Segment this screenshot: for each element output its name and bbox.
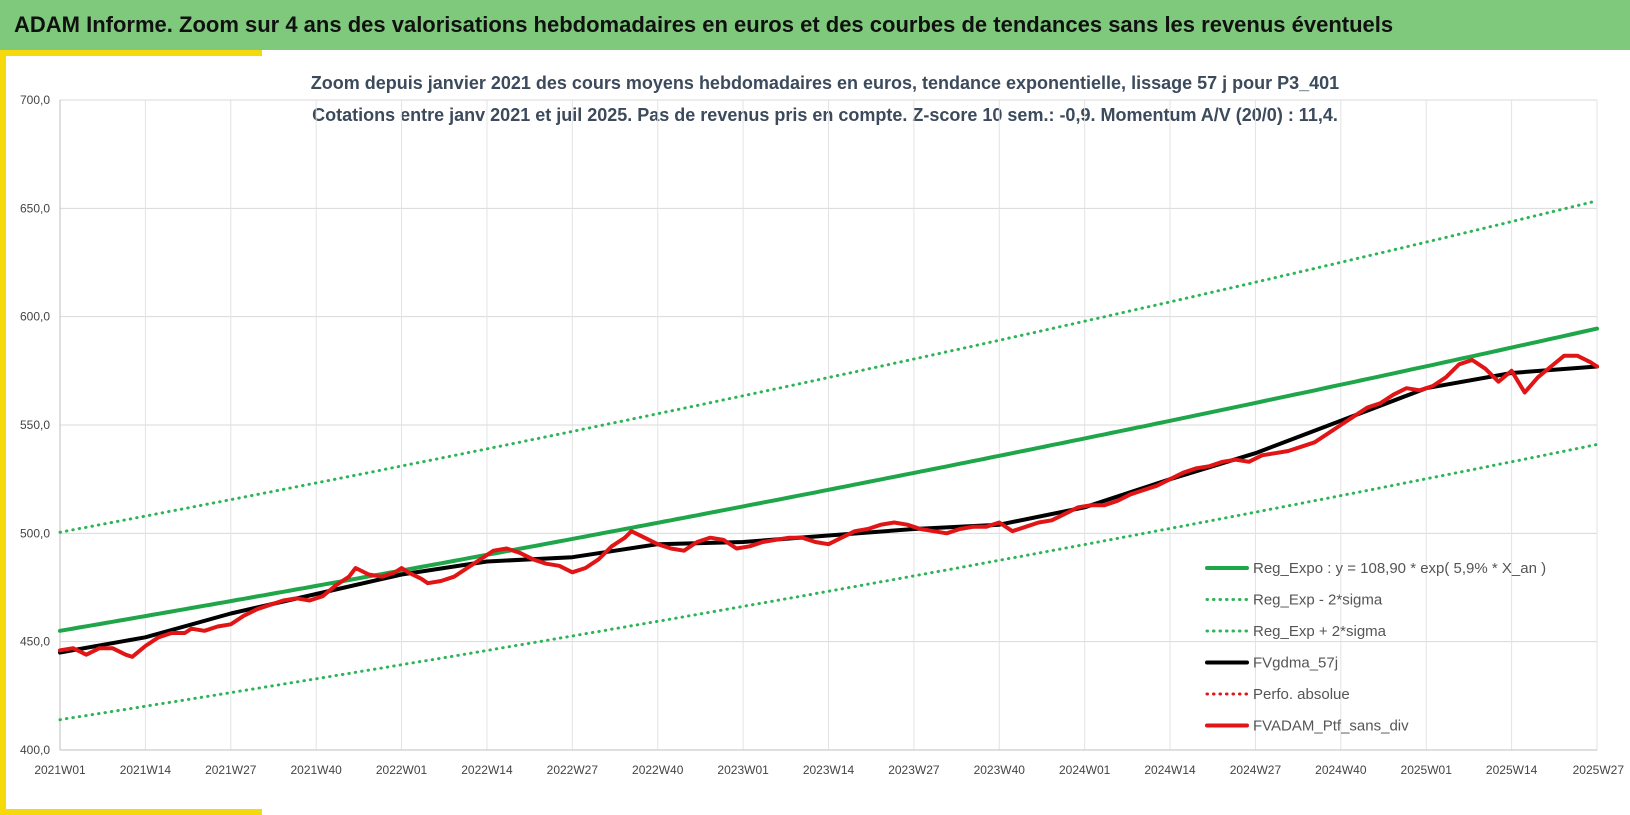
lower-band-line — [58, 443, 1599, 722]
y-axis: 400,0 450,0 500,0 550,0 600,0 650,0 700,0 — [20, 93, 50, 757]
x-tick-label: 2023W01 — [717, 763, 769, 777]
legend-label: Perfo. absolue — [1253, 686, 1350, 703]
chart-series — [58, 199, 1599, 722]
accent-bar-left — [0, 50, 6, 815]
accent-bar-top — [0, 50, 262, 56]
x-tick-label: 2023W27 — [888, 763, 940, 777]
chart-title-line1: Zoom depuis janvier 2021 des cours moyen… — [311, 73, 1339, 93]
trend-line — [58, 326, 1599, 633]
y-tick-label: 650,0 — [20, 201, 50, 215]
legend-label: Reg_Exp + 2*sigma — [1253, 623, 1387, 640]
x-axis: 2021W01 2021W14 2021W27 2021W40 2022W01 2022W… — [34, 763, 1624, 777]
y-tick-label: 500,0 — [20, 526, 50, 540]
x-tick-label: 2024W27 — [1230, 763, 1282, 777]
x-tick-label: 2021W01 — [34, 763, 86, 777]
x-tick-label: 2021W40 — [290, 763, 342, 777]
x-tick-label: 2023W40 — [974, 763, 1026, 777]
x-tick-label: 2023W14 — [803, 763, 855, 777]
x-tick-label: 2024W40 — [1315, 763, 1367, 777]
legend-label: Reg_Expo : y = 108,90 * exp( 5,9% * X_an… — [1253, 560, 1546, 577]
moving-average-line — [58, 364, 1599, 655]
x-tick-label: 2024W01 — [1059, 763, 1111, 777]
x-tick-label: 2022W40 — [632, 763, 684, 777]
y-tick-label: 700,0 — [20, 93, 50, 107]
x-tick-label: 2025W01 — [1401, 763, 1453, 777]
portfolio-line — [58, 353, 1599, 659]
legend-label: Reg_Exp - 2*sigma — [1253, 592, 1383, 609]
legend-label: FVgdma_57j — [1253, 655, 1338, 672]
x-tick-label: 2022W01 — [376, 763, 428, 777]
legend-label: FVADAM_Ptf_sans_div — [1253, 718, 1409, 735]
x-tick-label: 2021W14 — [120, 763, 172, 777]
accent-bar-bottom — [0, 809, 262, 815]
header-banner: ADAM Informe. Zoom sur 4 ans des valoris… — [0, 0, 1630, 50]
x-tick-label: 2025W14 — [1486, 763, 1538, 777]
y-tick-label: 600,0 — [20, 310, 50, 324]
y-tick-label: 400,0 — [20, 743, 50, 757]
x-tick-label: 2021W27 — [205, 763, 257, 777]
y-tick-label: 450,0 — [20, 635, 50, 649]
x-tick-label: 2024W14 — [1144, 763, 1196, 777]
chart-title-line2: Cotations entre janv 2021 et juil 2025. … — [312, 105, 1338, 125]
page-title: ADAM Informe. Zoom sur 4 ans des valoris… — [14, 12, 1394, 37]
chart-grid — [59, 99, 1598, 751]
x-tick-label: 2022W14 — [461, 763, 513, 777]
chart-legend: Reg_Expo : y = 108,90 * exp( 5,9% * X_an… — [1205, 560, 1546, 735]
x-tick-label: 2025W27 — [1573, 763, 1625, 777]
x-tick-label: 2022W27 — [547, 763, 599, 777]
upper-band-line — [58, 199, 1599, 534]
y-tick-label: 550,0 — [20, 418, 50, 432]
